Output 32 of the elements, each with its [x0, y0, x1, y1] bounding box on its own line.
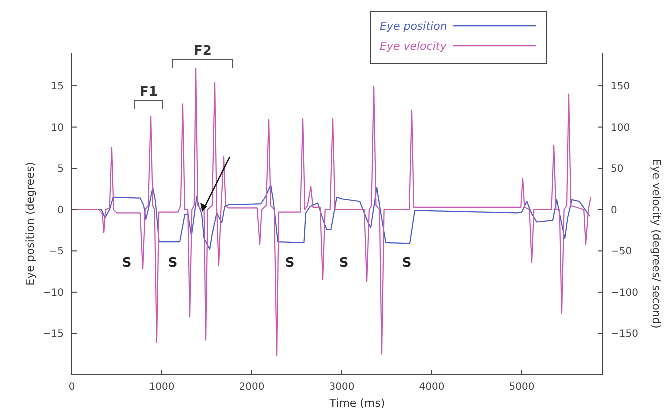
text: Eye velocity — [380, 40, 448, 53]
y-tick-label: 15 — [51, 82, 64, 93]
y-tick-label: 0 — [58, 205, 64, 216]
y-tick-label: −5 — [49, 246, 64, 258]
annotation: S — [285, 256, 295, 271]
y-tick-label: −10 — [42, 288, 64, 299]
y2-tick-label: −150 — [611, 329, 638, 340]
x-tick-label: 2000 — [239, 382, 265, 393]
y2-tick-label: 150 — [611, 82, 630, 93]
text: Eye position — [380, 20, 448, 33]
y2-tick-label: 100 — [611, 122, 630, 134]
y-tick-label: −15 — [42, 329, 64, 340]
x-tick-label: 0 — [68, 382, 76, 393]
annotation: F2 — [194, 44, 212, 59]
y2-tick-label: −100 — [611, 288, 638, 299]
y-tick-label: 5 — [58, 164, 64, 176]
y2-axis-title: Eye velocity (degrees/ second) — [650, 159, 663, 329]
annotation: S — [402, 256, 412, 271]
x-tick-label: 4000 — [419, 382, 445, 393]
x-tick-label: 1000 — [149, 382, 175, 393]
annotation: S — [339, 256, 349, 271]
x-tick-label: 3000 — [329, 382, 355, 393]
y2-tick-label: 0 — [611, 205, 618, 216]
y-axis-title: Eye position (degrees) — [24, 162, 37, 286]
y2-tick-label: 50 — [611, 164, 624, 176]
annotation: S — [168, 256, 178, 271]
annotation: F1 — [140, 85, 158, 100]
annotation: S — [122, 256, 132, 271]
y2-tick-label: −50 — [611, 246, 632, 258]
y-tick-label: 10 — [51, 122, 64, 134]
x-tick-label: 5000 — [509, 382, 535, 393]
x-axis-title: Time (ms) — [328, 397, 386, 410]
